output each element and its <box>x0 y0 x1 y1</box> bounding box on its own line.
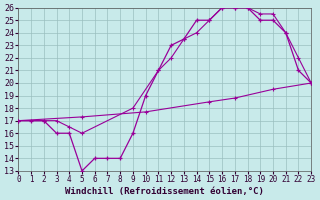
X-axis label: Windchill (Refroidissement éolien,°C): Windchill (Refroidissement éolien,°C) <box>65 187 264 196</box>
